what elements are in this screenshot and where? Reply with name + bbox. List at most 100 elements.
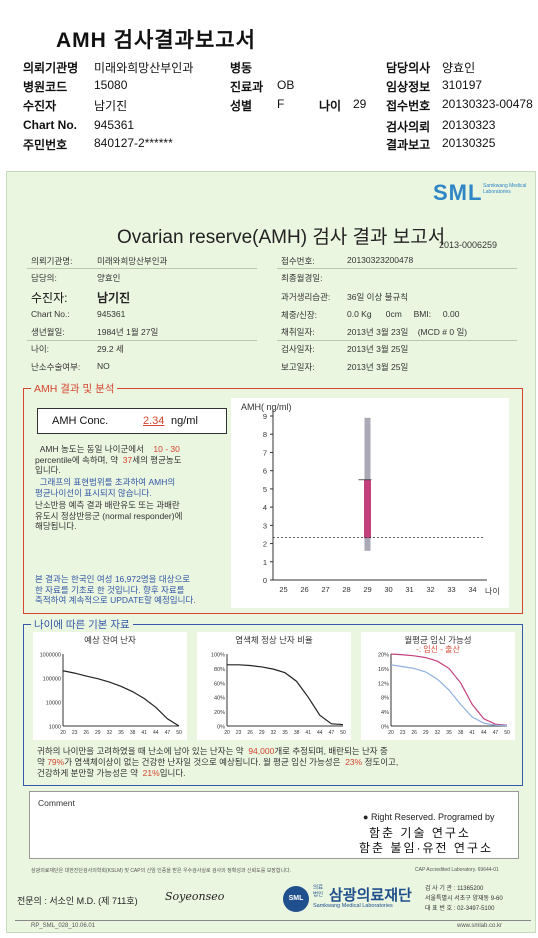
mini-x-tick-label: 29 [95, 730, 101, 736]
form-number: RP_SML_028_10.06.01 [31, 923, 96, 929]
mini-y-tick-label: 60% [214, 681, 225, 687]
header-value: 840127-2****** [94, 136, 173, 150]
mini-y-tick-label: 1000 [49, 725, 61, 731]
mini-x-tick-label: 38 [130, 730, 136, 736]
mini-y-tick-label: 0% [381, 725, 389, 731]
info-value: 2013년 3월 23일 (MCD # 0 일) [347, 327, 468, 337]
divider [27, 268, 257, 269]
x-tick-label: 28 [342, 585, 350, 594]
mini-y-tick-label: 100% [211, 653, 225, 659]
mini-x-tick-label: 26 [411, 730, 417, 736]
foundation-name: 삼광의료재단 [329, 887, 412, 904]
amh-chart: AMH( ng/ml) 0 1 2 3 4 5 6 7 8 9 25 26 27 28 29 30 31 32 33 3… [231, 398, 509, 608]
y-tick-label: 0 [263, 576, 267, 585]
mini-y-tick-label: 0% [217, 725, 225, 731]
x-tick-label: 31 [405, 585, 413, 594]
divider [277, 340, 517, 341]
amh-description-2: 그래프의 표현범위를 초과하여 AMH의 평균나이선이 표시되지 않습니다. [35, 477, 176, 498]
legend-item-pregnancy: 임신 [423, 645, 438, 654]
header-value: 양효인 [442, 61, 476, 75]
birth-line [390, 664, 508, 727]
amh-conc-box: AMH Conc. 2.34 ng/ml [37, 408, 227, 434]
foundation-prefix: 의료법인 [313, 885, 324, 898]
mini-chart-svg: 100% 80% 60% 40% 20% 0%20 23 26 29 32 35 38 41 44 47 50 [211, 653, 346, 737]
header-label: Chart No. [23, 118, 77, 132]
y-tick-label: 4 [263, 503, 267, 512]
divider [277, 268, 517, 269]
page-title: AMH 검사결과보고서 [56, 29, 256, 52]
info-label: 담당의: [31, 273, 57, 283]
mini-x-tick-label: 32 [435, 730, 441, 736]
mini-y-tick-label: 40% [214, 696, 225, 702]
mini-x-tick-label: 23 [236, 730, 242, 736]
info-label: 생년월일: [31, 327, 65, 337]
y-tick-label: 8 [263, 430, 267, 439]
lab-info: 검 사 기 관 : 11365200 서울특별시 서초구 양재동 9-60 대 … [425, 886, 503, 912]
info-value: 2013년 3월 25일 [347, 362, 409, 372]
mini-x-tick-label: 50 [340, 730, 346, 736]
info-value: 양효인 [97, 273, 121, 283]
mini-x-tick-label: 41 [305, 730, 311, 736]
y-tick-label: 1 [263, 558, 267, 567]
mini-y-tick-label: 20% [214, 710, 225, 716]
mini-x-tick-label: 35 [282, 730, 288, 736]
x-tick-label: 30 [384, 585, 392, 594]
amh-conc-unit: ng/ml [171, 415, 198, 427]
mini-x-tick-label: 35 [118, 730, 124, 736]
header-value: 20130323-00478 [442, 97, 533, 111]
info-label: 검사일자: [281, 344, 315, 354]
info-value: 2013년 3월 25일 [347, 344, 409, 354]
info-value: 미래와희망산부인과 [97, 256, 168, 266]
mini-y-tick-label: 10000 [46, 701, 61, 707]
amh-conc-label: AMH Conc. [52, 415, 109, 427]
iqr-bar [364, 479, 371, 539]
y-tick-label: 5 [263, 485, 267, 494]
foundation-subtitle: Samkwang Medical Laboratories [313, 903, 393, 909]
mini-chart-title: 월평균 임신 가능성 [404, 635, 472, 645]
x-tick-label: 27 [321, 585, 329, 594]
mini-x-tick-label: 20 [388, 730, 394, 736]
amh-result-box [23, 388, 523, 614]
normal-eggs-line [227, 664, 344, 726]
website: www.smlab.co.kr [457, 923, 503, 929]
x-tick-label: 34 [468, 585, 476, 594]
mini-x-tick-label: 26 [83, 730, 89, 736]
header-label: 성별 [230, 99, 253, 113]
sml-logo: SML [433, 180, 483, 205]
pregnancy-line [390, 653, 508, 726]
x-axis-label: 나이 [485, 586, 500, 596]
mini-x-tick-label: 47 [329, 730, 335, 736]
info-label: 과거생리습관: [281, 292, 331, 302]
age-summary: 귀하의 나이만을 고려하였을 때 난소에 남아 있는 난자는 약 94,000개… [37, 746, 399, 778]
cap-text: CAP Accredited Laboratory. 69644-01 [415, 867, 499, 873]
header-value: OB [277, 78, 295, 92]
mini-x-tick-label: 23 [400, 730, 406, 736]
mini-y-tick-label: 8% [381, 696, 389, 702]
research-center-2: 함춘 불임·유전 연구소 [359, 841, 494, 855]
y-tick-label: 3 [263, 521, 267, 530]
mini-y-tick-label: 20% [378, 653, 389, 659]
info-label: 최종월경일: [281, 273, 323, 283]
mini-x-tick-label: 41 [469, 730, 475, 736]
info-value: 29.2 세 [97, 344, 124, 354]
report-sheet: SML Samkwang Medical Laboratories Ovaria… [6, 171, 536, 933]
header-value: 310197 [442, 78, 483, 92]
y-tick-label: 6 [263, 467, 267, 476]
info-label: 채취일자: [281, 327, 315, 337]
mini-x-tick-label: 23 [72, 730, 78, 736]
mini-x-tick-label: 20 [224, 730, 230, 736]
comment-box: Comment [29, 791, 519, 859]
info-label: Chart No.: [31, 309, 70, 319]
x-tick-label: 25 [279, 585, 287, 594]
sml-logo-subtitle: Samkwang Medical Laboratories [483, 183, 527, 195]
x-tick-label: 29 [363, 585, 371, 594]
x-tick-label: 26 [300, 585, 308, 594]
mini-x-tick-label: 29 [423, 730, 429, 736]
mini-chart-title: 염색체 정상 난자 비율 [235, 635, 313, 645]
header-label: 진료과 [230, 80, 264, 94]
rights-text: ● Right Reserved. Programed by [363, 812, 495, 822]
research-center-1: 함춘 기술 연구소 [369, 826, 471, 840]
mini-chart-svg: 20% 16% 12% 8% 4% 0%20 23 26 29 32 35 38 41 44 47 50 [378, 653, 510, 737]
amh-description-1: AMH 농도는 동일 나이군에서 10 - 30 percentile에 속하며… [35, 444, 182, 475]
